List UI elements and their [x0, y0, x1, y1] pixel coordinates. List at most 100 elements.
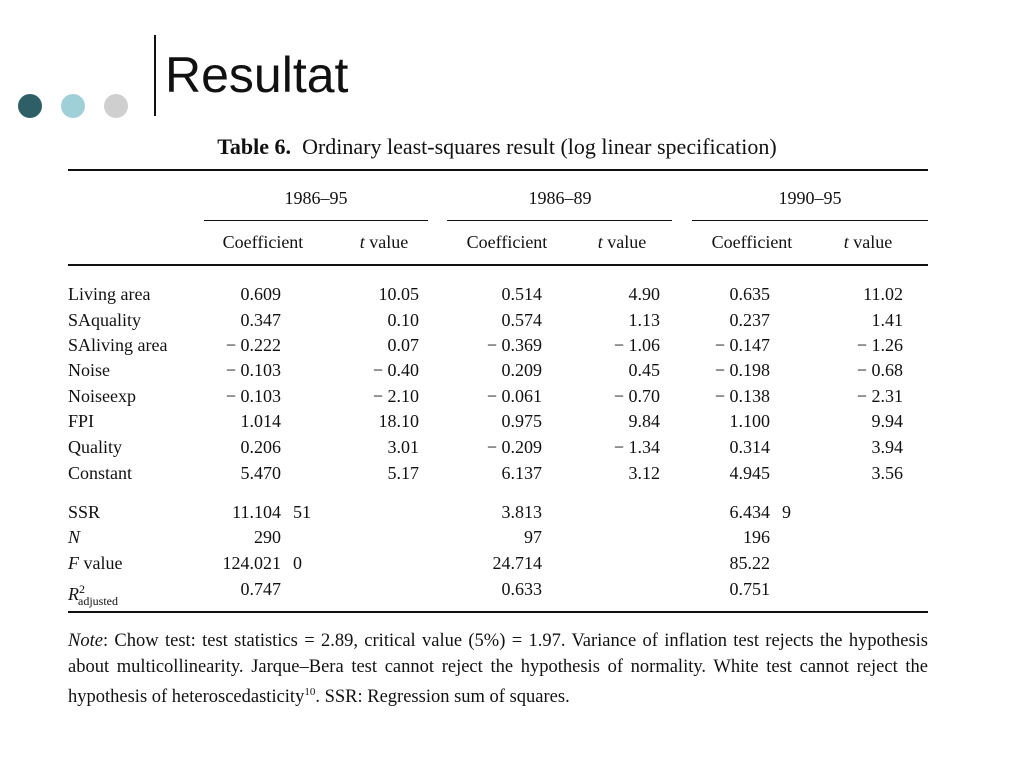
rule — [68, 264, 928, 266]
text: value — [83, 553, 123, 573]
stat-label: N — [68, 526, 80, 548]
cell: 0.45 — [628, 360, 661, 380]
column-header: t value — [264, 231, 504, 253]
cell: 0.206 — [240, 437, 282, 457]
row-label: SAliving area — [68, 335, 168, 355]
column-header: Coefficient — [387, 231, 627, 253]
cell: 0.10 — [387, 310, 420, 330]
stat-label: R2adjusted — [68, 578, 118, 612]
stat-value: 97 — [524, 527, 542, 547]
stat-value: 0.747 — [240, 579, 282, 599]
text: Coefficient — [222, 232, 304, 252]
cell: − 0.70 — [613, 386, 660, 406]
row-label: Quality — [68, 437, 122, 457]
dot — [18, 94, 42, 118]
cell: 0.314 — [729, 437, 771, 457]
slide-title: Resultat — [165, 47, 349, 103]
cell: − 1.34 — [613, 437, 660, 457]
text: . SSR: Regression sum of squares. — [315, 687, 570, 708]
italic-text: t — [843, 232, 849, 252]
stat-label: SSR — [68, 501, 100, 523]
text: Coefficient — [711, 232, 793, 252]
cell: 5.17 — [387, 463, 420, 483]
italic-text: R — [68, 584, 79, 604]
stat-extra: 9 — [782, 502, 791, 522]
rule — [68, 169, 928, 171]
text: : Chow test: test statistics = 2.89, cri… — [68, 631, 928, 708]
row-label: Constant — [68, 463, 133, 483]
cell: 0.514 — [501, 284, 543, 304]
cell: − 0.061 — [486, 386, 542, 406]
cell: 6.137 — [501, 463, 543, 483]
cell: 18.10 — [378, 411, 420, 431]
stat-value: 196 — [743, 527, 770, 547]
stat-extra: 51 — [293, 502, 311, 522]
cell: 0.347 — [240, 310, 282, 330]
cell: − 1.06 — [613, 335, 660, 355]
cell: 9.94 — [871, 411, 904, 431]
rule — [204, 220, 428, 221]
cell: 1.41 — [871, 310, 904, 330]
cell: 0.635 — [729, 284, 771, 304]
rule — [447, 220, 672, 221]
stat-label: F value — [68, 552, 122, 574]
rule — [692, 220, 928, 221]
column-header: Coefficient — [143, 231, 383, 253]
cell: − 0.103 — [225, 360, 281, 380]
cell: − 0.103 — [225, 386, 281, 406]
cell: − 0.369 — [486, 335, 542, 355]
cell: 0.237 — [729, 310, 771, 330]
stat-value: 3.813 — [501, 502, 543, 522]
stat-value: 85.22 — [729, 553, 771, 573]
text: Coefficient — [466, 232, 548, 252]
cell: − 0.68 — [856, 360, 903, 380]
italic-text: t — [359, 232, 365, 252]
caption-label: Table 6. — [217, 134, 292, 159]
column-header: t value — [502, 231, 742, 253]
cell: 1.13 — [628, 310, 661, 330]
cell: − 0.209 — [486, 437, 542, 457]
cell: 0.609 — [240, 284, 282, 304]
italic-text: F — [68, 553, 79, 573]
text: value — [853, 232, 893, 252]
text: SSR — [68, 502, 101, 522]
stat-value: 6.434 — [729, 502, 771, 522]
cell: 3.01 — [387, 437, 420, 457]
table-note: Note: Chow test: test statistics = 2.89,… — [68, 629, 928, 711]
group-header: 1990–95 — [778, 188, 842, 208]
cell: 0.574 — [501, 310, 543, 330]
cell: − 0.222 — [225, 335, 281, 355]
cell: 4.90 — [628, 284, 661, 304]
stat-value: 11.104 — [232, 502, 281, 522]
column-header: t value — [748, 231, 988, 253]
cell: 1.100 — [729, 411, 771, 431]
dot — [104, 94, 128, 118]
row-label: FPI — [68, 411, 95, 431]
text: value — [369, 232, 409, 252]
cell: 3.56 — [871, 463, 904, 483]
cell: − 1.26 — [856, 335, 903, 355]
cell: 11.02 — [863, 284, 903, 304]
cell: 0.07 — [387, 335, 420, 355]
italic-text: Note — [68, 631, 103, 651]
cell: 0.975 — [501, 411, 543, 431]
group-header: 1986–89 — [528, 188, 592, 208]
cell: 4.945 — [729, 463, 771, 483]
stat-value: 290 — [254, 527, 281, 547]
stat-value: 0.751 — [729, 579, 771, 599]
cell: 5.470 — [240, 463, 282, 483]
group-header: 1986–95 — [284, 188, 348, 208]
row-label: Noise — [68, 360, 110, 380]
superscript: 2 — [79, 582, 85, 596]
column-header: Coefficient — [632, 231, 872, 253]
rule — [68, 611, 928, 613]
cell: 3.94 — [871, 437, 904, 457]
subscript: adjusted — [78, 593, 118, 608]
row-label: SAquality — [68, 310, 142, 330]
cell: − 0.147 — [714, 335, 770, 355]
cell: − 2.31 — [856, 386, 903, 406]
stat-value: 24.714 — [492, 553, 543, 573]
caption-text: Ordinary least-squares result (log linea… — [302, 134, 777, 159]
table-caption: Table 6. Ordinary least-squares result (… — [60, 134, 934, 160]
